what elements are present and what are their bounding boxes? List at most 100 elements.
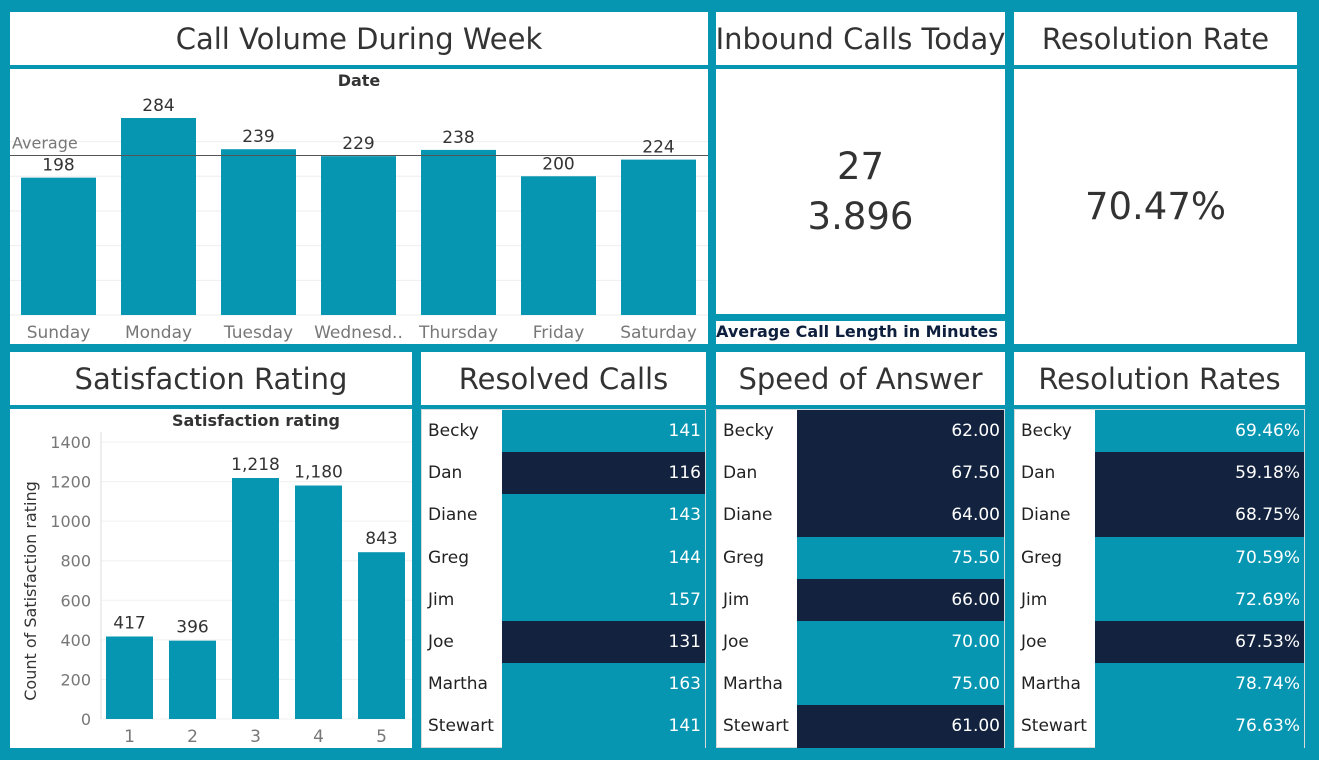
satisfaction-bar-5[interactable] [358,552,405,719]
bar-value-label: 1,218 [231,455,280,475]
row-name: Greg [428,547,470,568]
row-value-cell: 70.00 [797,621,1004,664]
y-tick-label: 0 [81,710,91,729]
row-value-cell: 144 [502,536,705,579]
resolution-rate-title-text: Resolution Rate [1041,21,1270,56]
row-name: Joe [428,632,454,653]
table-row[interactable]: Becky 141 [422,410,705,453]
row-name: Martha [1021,674,1081,695]
bar-value-label: 198 [42,156,74,176]
table-row[interactable]: Stewart 141 [422,705,705,748]
satisfaction-bar-1[interactable] [106,636,153,719]
row-value-cell: 157 [502,578,705,621]
satisfaction-chart-panel: Satisfaction rating Count of Satisfactio… [10,409,412,748]
bar-saturday[interactable] [621,159,696,315]
bar-sunday[interactable] [21,177,96,315]
table-row[interactable]: Martha 78.74% [1015,663,1304,706]
table-row[interactable]: Stewart 61.00 [717,705,1004,748]
resolved-calls-title: Resolved Calls [421,352,706,405]
bar-value-label: 417 [113,613,145,633]
y-tick-label: 1200 [50,473,91,492]
y-tick-label: 600 [60,591,91,610]
row-name: Becky [723,421,774,442]
table-row[interactable]: Greg 144 [422,536,705,579]
row-value-cell: 116 [502,452,705,495]
table-row[interactable]: Diane 68.75% [1015,494,1304,537]
row-value-cell: 75.50 [797,536,1004,579]
table-row[interactable]: Jim 72.69% [1015,578,1304,621]
table-row[interactable]: Becky 62.00 [717,410,1004,453]
table-row[interactable]: Stewart 76.63% [1015,705,1304,748]
row-name: Diane [723,505,773,526]
table-row[interactable]: Jim 157 [422,578,705,621]
row-name: Diane [428,505,478,526]
table-row[interactable]: Martha 75.00 [717,663,1004,706]
table-row[interactable]: Dan 67.50 [717,452,1004,495]
table-row[interactable]: Dan 59.18% [1015,452,1304,495]
bar-tuesday[interactable] [221,149,296,315]
row-value-cell: 66.00 [797,578,1004,621]
speed-of-answer-title-text: Speed of Answer [738,361,983,396]
category-label: Monday [125,323,192,343]
bar-thursday[interactable] [421,149,496,315]
avg-call-length-value: 3.896 [807,195,914,238]
satisfaction-title-text: Satisfaction Rating [74,361,348,396]
call-volume-chart-panel: Date 198 Sunday 284 Monday 239 Tuesday 229 Wedn… [10,69,708,344]
row-name: Diane [1021,505,1071,526]
row-value-cell: 59.18% [1095,452,1304,495]
category-label: Wednesd.. [314,323,403,343]
row-name: Jim [723,589,750,610]
resolution-rates-table: Becky 69.46% Dan 59.18% Diane 68.75% Greg 70.59… [1014,409,1305,748]
satisfaction-bar-2[interactable] [169,640,216,719]
row-value-cell: 70.59% [1095,536,1304,579]
satisfaction-bar-4[interactable] [295,485,342,719]
table-row[interactable]: Jim 66.00 [717,578,1004,621]
bar-value-label: 200 [542,154,574,174]
satisfaction-y-axis-label: Count of Satisfaction rating [21,481,40,701]
category-label: Saturday [620,323,697,343]
row-value-cell: 67.53% [1095,621,1304,664]
row-value-cell: 143 [502,494,705,537]
resolution-rate-panel: 70.47% [1014,69,1297,344]
table-row[interactable]: Diane 64.00 [717,494,1004,537]
inbound-title-text: Inbound Calls Today [716,21,1005,56]
resolution-rate-value: 70.47% [1084,185,1227,228]
table-row[interactable]: Diane 143 [422,494,705,537]
row-name: Greg [723,547,765,568]
table-row[interactable]: Joe 131 [422,621,705,664]
category-label: Tuesday [223,323,293,343]
average-label: Average [12,133,78,152]
row-value-cell: 72.69% [1095,578,1304,621]
row-name: Stewart [723,716,789,737]
category-label: 1 [124,727,135,747]
table-row[interactable]: Dan 116 [422,452,705,495]
row-name: Joe [1021,632,1047,653]
bar-friday[interactable] [521,176,596,315]
table-row[interactable]: Martha 163 [422,663,705,706]
row-name: Stewart [1021,716,1087,737]
row-value-cell: 68.75% [1095,494,1304,537]
y-tick-label: 1000 [50,512,91,531]
row-value-cell: 67.50 [797,452,1004,495]
row-name: Becky [428,421,479,442]
table-row[interactable]: Joe 70.00 [717,621,1004,664]
bar-value-label: 284 [142,96,174,116]
row-value-cell: 69.46% [1095,410,1304,453]
bar-wednesd[interactable] [321,156,396,315]
row-name: Stewart [428,716,494,737]
table-row[interactable]: Greg 75.50 [717,536,1004,579]
row-name: Martha [428,674,488,695]
bar-value-label: 238 [442,128,474,148]
table-row[interactable]: Joe 67.53% [1015,621,1304,664]
bar-value-label: 1,180 [294,463,343,483]
row-name: Becky [1021,421,1072,442]
table-row[interactable]: Greg 70.59% [1015,536,1304,579]
row-name: Dan [428,463,463,484]
bar-monday[interactable] [121,118,196,315]
satisfaction-bar-3[interactable] [232,478,279,719]
row-value-cell: 141 [502,705,705,748]
table-row[interactable]: Becky 69.46% [1015,410,1304,453]
row-value-cell: 75.00 [797,663,1004,706]
row-name: Joe [723,632,749,653]
row-value-cell: 78.74% [1095,663,1304,706]
